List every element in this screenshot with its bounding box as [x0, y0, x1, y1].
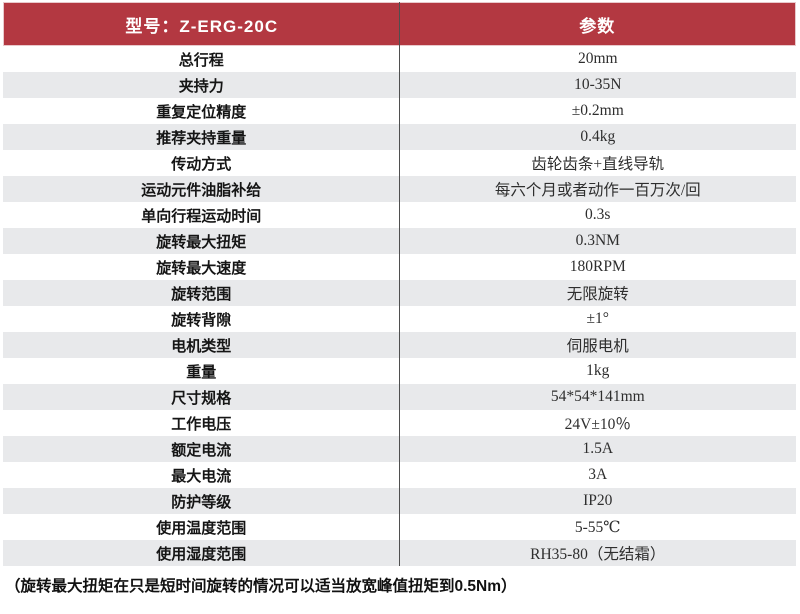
footnote-text: （旋转最大扭矩在只是短时间旋转的情况可以适当放宽峰值扭矩到0.5Nm）: [5, 578, 517, 595]
spec-value: 0.3s: [585, 206, 611, 223]
spec-label: 重量: [186, 363, 217, 381]
spec-value: 伺服电机: [566, 338, 629, 355]
spec-value: 20mm: [577, 50, 618, 67]
spec-table: 型号：Z-ERG-20C 参数 总行程 20mm 夹持力 10-35N 重复定位精度 ±0…: [3, 2, 796, 566]
spec-value: 1kg: [586, 362, 610, 379]
spec-label: 总行程: [178, 51, 224, 69]
spec-label: 单向行程运动时间: [141, 207, 262, 225]
spec-label: 夹持力: [178, 77, 224, 95]
spec-value: 54*54*141mm: [550, 388, 645, 405]
spec-label: 旋转最大扭矩: [156, 233, 247, 251]
spec-label: 推荐夹持重量: [156, 129, 247, 147]
spec-value: ±1°: [586, 310, 609, 327]
header-param-cell: 参数: [579, 16, 616, 36]
spec-value: 10-35N: [574, 76, 622, 93]
spec-label: 运动元件油脂补给: [141, 181, 262, 199]
column-divider: [399, 2, 400, 566]
spec-value: 0.3NM: [575, 232, 620, 249]
spec-label: 尺寸规格: [171, 389, 232, 407]
spec-label: 额定电流: [171, 441, 232, 459]
spec-label: 旋转背隙: [171, 311, 232, 329]
spec-label: 电机类型: [171, 337, 232, 355]
header-model-cell: 型号：Z-ERG-20C: [125, 16, 279, 36]
spec-value: 180RPM: [569, 258, 626, 275]
spec-label: 最大电流: [171, 467, 232, 485]
spec-value: 每六个月或者动作一百万次/回: [494, 182, 701, 199]
spec-label: 旋转范围: [171, 285, 232, 303]
spec-value: 0.4kg: [580, 128, 616, 145]
spec-value: 3A: [588, 466, 608, 483]
spec-value: 齿轮齿条+直线导轨: [531, 156, 665, 173]
spec-value: 无限旋转: [566, 286, 629, 303]
spec-value: 5-55℃: [574, 518, 621, 536]
spec-label: 使用湿度范围: [156, 545, 247, 563]
spec-label: 旋转最大速度: [156, 259, 247, 277]
spec-value: 1.5A: [582, 440, 614, 457]
spec-label: 工作电压: [171, 415, 232, 433]
spec-value: 24V±10％: [564, 416, 631, 433]
spec-value: ±0.2mm: [571, 102, 624, 119]
spec-value: IP20: [583, 492, 613, 509]
spec-label: 重复定位精度: [156, 103, 247, 121]
spec-label: 使用温度范围: [156, 519, 247, 537]
spec-label: 防护等级: [171, 493, 232, 511]
spec-value: RH35-80（无结霜）: [530, 546, 666, 563]
spec-label: 传动方式: [171, 155, 232, 173]
